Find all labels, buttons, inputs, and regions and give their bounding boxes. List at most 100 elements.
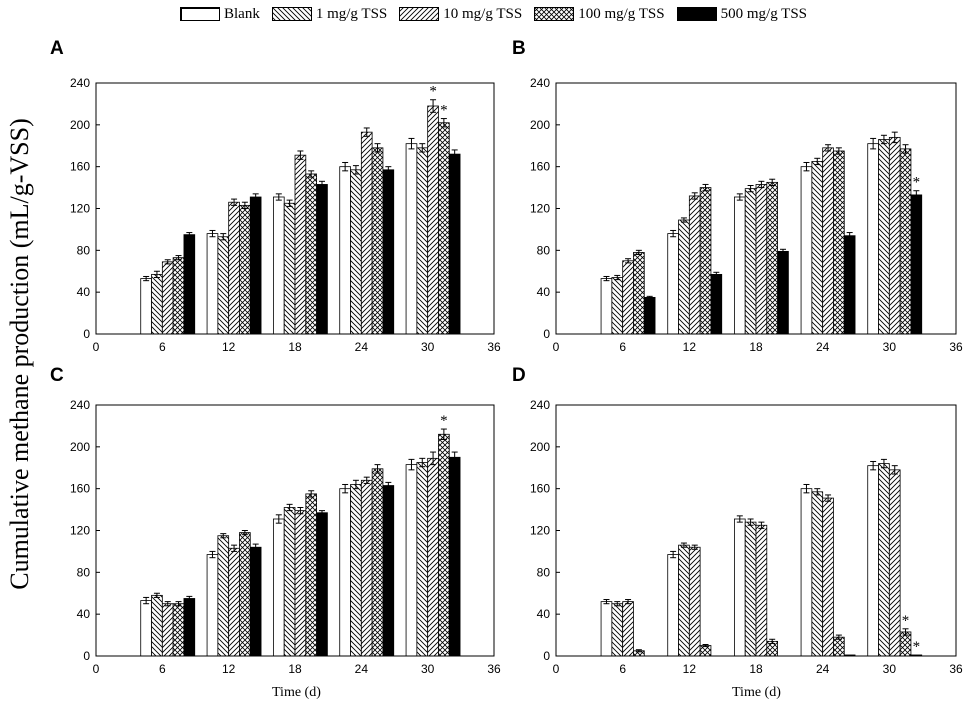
bar xyxy=(272,518,285,657)
bar xyxy=(339,166,351,335)
bar xyxy=(811,491,824,657)
bar xyxy=(339,488,351,657)
bar xyxy=(416,462,429,657)
x-tick-label: 6 xyxy=(159,340,166,354)
bar xyxy=(710,273,723,335)
bar xyxy=(239,204,251,335)
legend-label-500mg: 500 mg/g TSS xyxy=(720,5,808,22)
bar xyxy=(611,603,624,657)
bar xyxy=(206,554,219,657)
bar xyxy=(427,105,439,335)
bar xyxy=(151,273,163,335)
x-tick-label: 18 xyxy=(749,662,763,676)
bar xyxy=(283,507,296,657)
legend-item-500mg: 500 mg/g TSS xyxy=(676,5,808,23)
bar xyxy=(843,235,856,335)
x-tick-label: 30 xyxy=(883,340,897,354)
bar xyxy=(699,187,712,335)
bar xyxy=(611,277,624,335)
bar xyxy=(744,521,757,657)
legend-item-blank: Blank xyxy=(180,6,260,23)
panel-c: 0 40 80 120 160 200 240 0 6 12 18 24 30 36 * xyxy=(70,398,501,676)
y-tick-label: 200 xyxy=(530,118,550,132)
bar xyxy=(438,433,450,657)
bar xyxy=(183,234,196,335)
y-tick-label: 0 xyxy=(83,327,90,341)
legend-item-100mg: 100 mg/g TSS xyxy=(534,6,665,23)
x-tick-label: 0 xyxy=(553,662,560,676)
x-tick-label: 24 xyxy=(816,340,830,354)
y-tick-label: 40 xyxy=(537,607,551,621)
y-tick-label: 160 xyxy=(530,482,550,496)
bar xyxy=(448,456,461,657)
y-tick-label: 120 xyxy=(70,524,90,538)
y-tick-label: 0 xyxy=(543,327,550,341)
y-tick-label: 240 xyxy=(70,398,90,412)
y-tick-label: 240 xyxy=(70,76,90,90)
panel-d: 0 40 80 120 160 200 240 0 6 12 18 24 30 36 ** xyxy=(530,398,963,676)
y-tick-label: 40 xyxy=(537,285,551,299)
bar xyxy=(151,594,163,657)
significance-marker: * xyxy=(440,103,448,119)
y-tick-label: 40 xyxy=(77,285,91,299)
panel-letter-c: C xyxy=(50,365,64,386)
panel-a: 0 40 80 120 160 200 240 0 6 12 18 24 30 36 ** xyxy=(70,76,501,354)
bar xyxy=(811,161,824,335)
y-tick-label: 40 xyxy=(77,607,91,621)
bar xyxy=(448,153,461,335)
y-tick-label: 80 xyxy=(537,565,551,579)
bar xyxy=(688,195,701,335)
significance-marker: * xyxy=(913,175,921,191)
bar xyxy=(800,166,813,335)
bar xyxy=(699,645,712,657)
y-tick-label: 120 xyxy=(70,202,90,216)
legend: Blank 1 mg/g TSS 10 mg/g TSS 100 mg/g TS… xyxy=(180,4,819,24)
bar xyxy=(600,601,613,657)
panel-letter-d: D xyxy=(512,365,526,386)
x-tick-label: 0 xyxy=(93,340,100,354)
bar xyxy=(217,535,230,657)
bar xyxy=(294,510,307,657)
bar xyxy=(316,184,328,335)
bar xyxy=(688,546,701,657)
bar xyxy=(867,143,879,335)
plot-frame xyxy=(95,404,495,657)
bar xyxy=(249,196,262,335)
x-axis-label-d: Time (d) xyxy=(732,685,781,700)
bar xyxy=(382,169,395,335)
y-tick-label: 200 xyxy=(530,440,550,454)
y-tick-label: 80 xyxy=(77,243,91,257)
bar xyxy=(206,233,219,335)
y-tick-label: 80 xyxy=(77,565,91,579)
x-tick-label: 24 xyxy=(816,662,830,676)
bar xyxy=(800,488,813,657)
bar xyxy=(140,600,152,657)
y-tick-label: 0 xyxy=(543,649,550,663)
panel-letter-a: A xyxy=(50,38,64,59)
plot-frame xyxy=(555,82,957,335)
bar xyxy=(350,169,362,335)
x-tick-label: 6 xyxy=(619,340,626,354)
bar xyxy=(888,136,901,335)
bar xyxy=(161,603,174,657)
bar xyxy=(822,147,834,335)
legend-swatch-100mg xyxy=(534,7,575,21)
x-tick-label: 12 xyxy=(222,340,236,354)
legend-swatch-1mg xyxy=(271,7,312,21)
x-tick-label: 30 xyxy=(883,662,897,676)
bar xyxy=(161,261,174,335)
legend-item-1mg: 1 mg/g TSS xyxy=(271,6,387,23)
bar xyxy=(678,219,690,335)
bar xyxy=(272,196,285,335)
x-tick-label: 30 xyxy=(421,340,435,354)
bar xyxy=(910,194,923,335)
bar xyxy=(371,468,384,657)
y-tick-label: 200 xyxy=(70,118,90,132)
bar xyxy=(878,463,890,657)
bar xyxy=(305,493,317,657)
bar xyxy=(382,485,395,657)
bar xyxy=(633,252,645,335)
bar xyxy=(172,603,185,657)
bar xyxy=(438,122,450,335)
